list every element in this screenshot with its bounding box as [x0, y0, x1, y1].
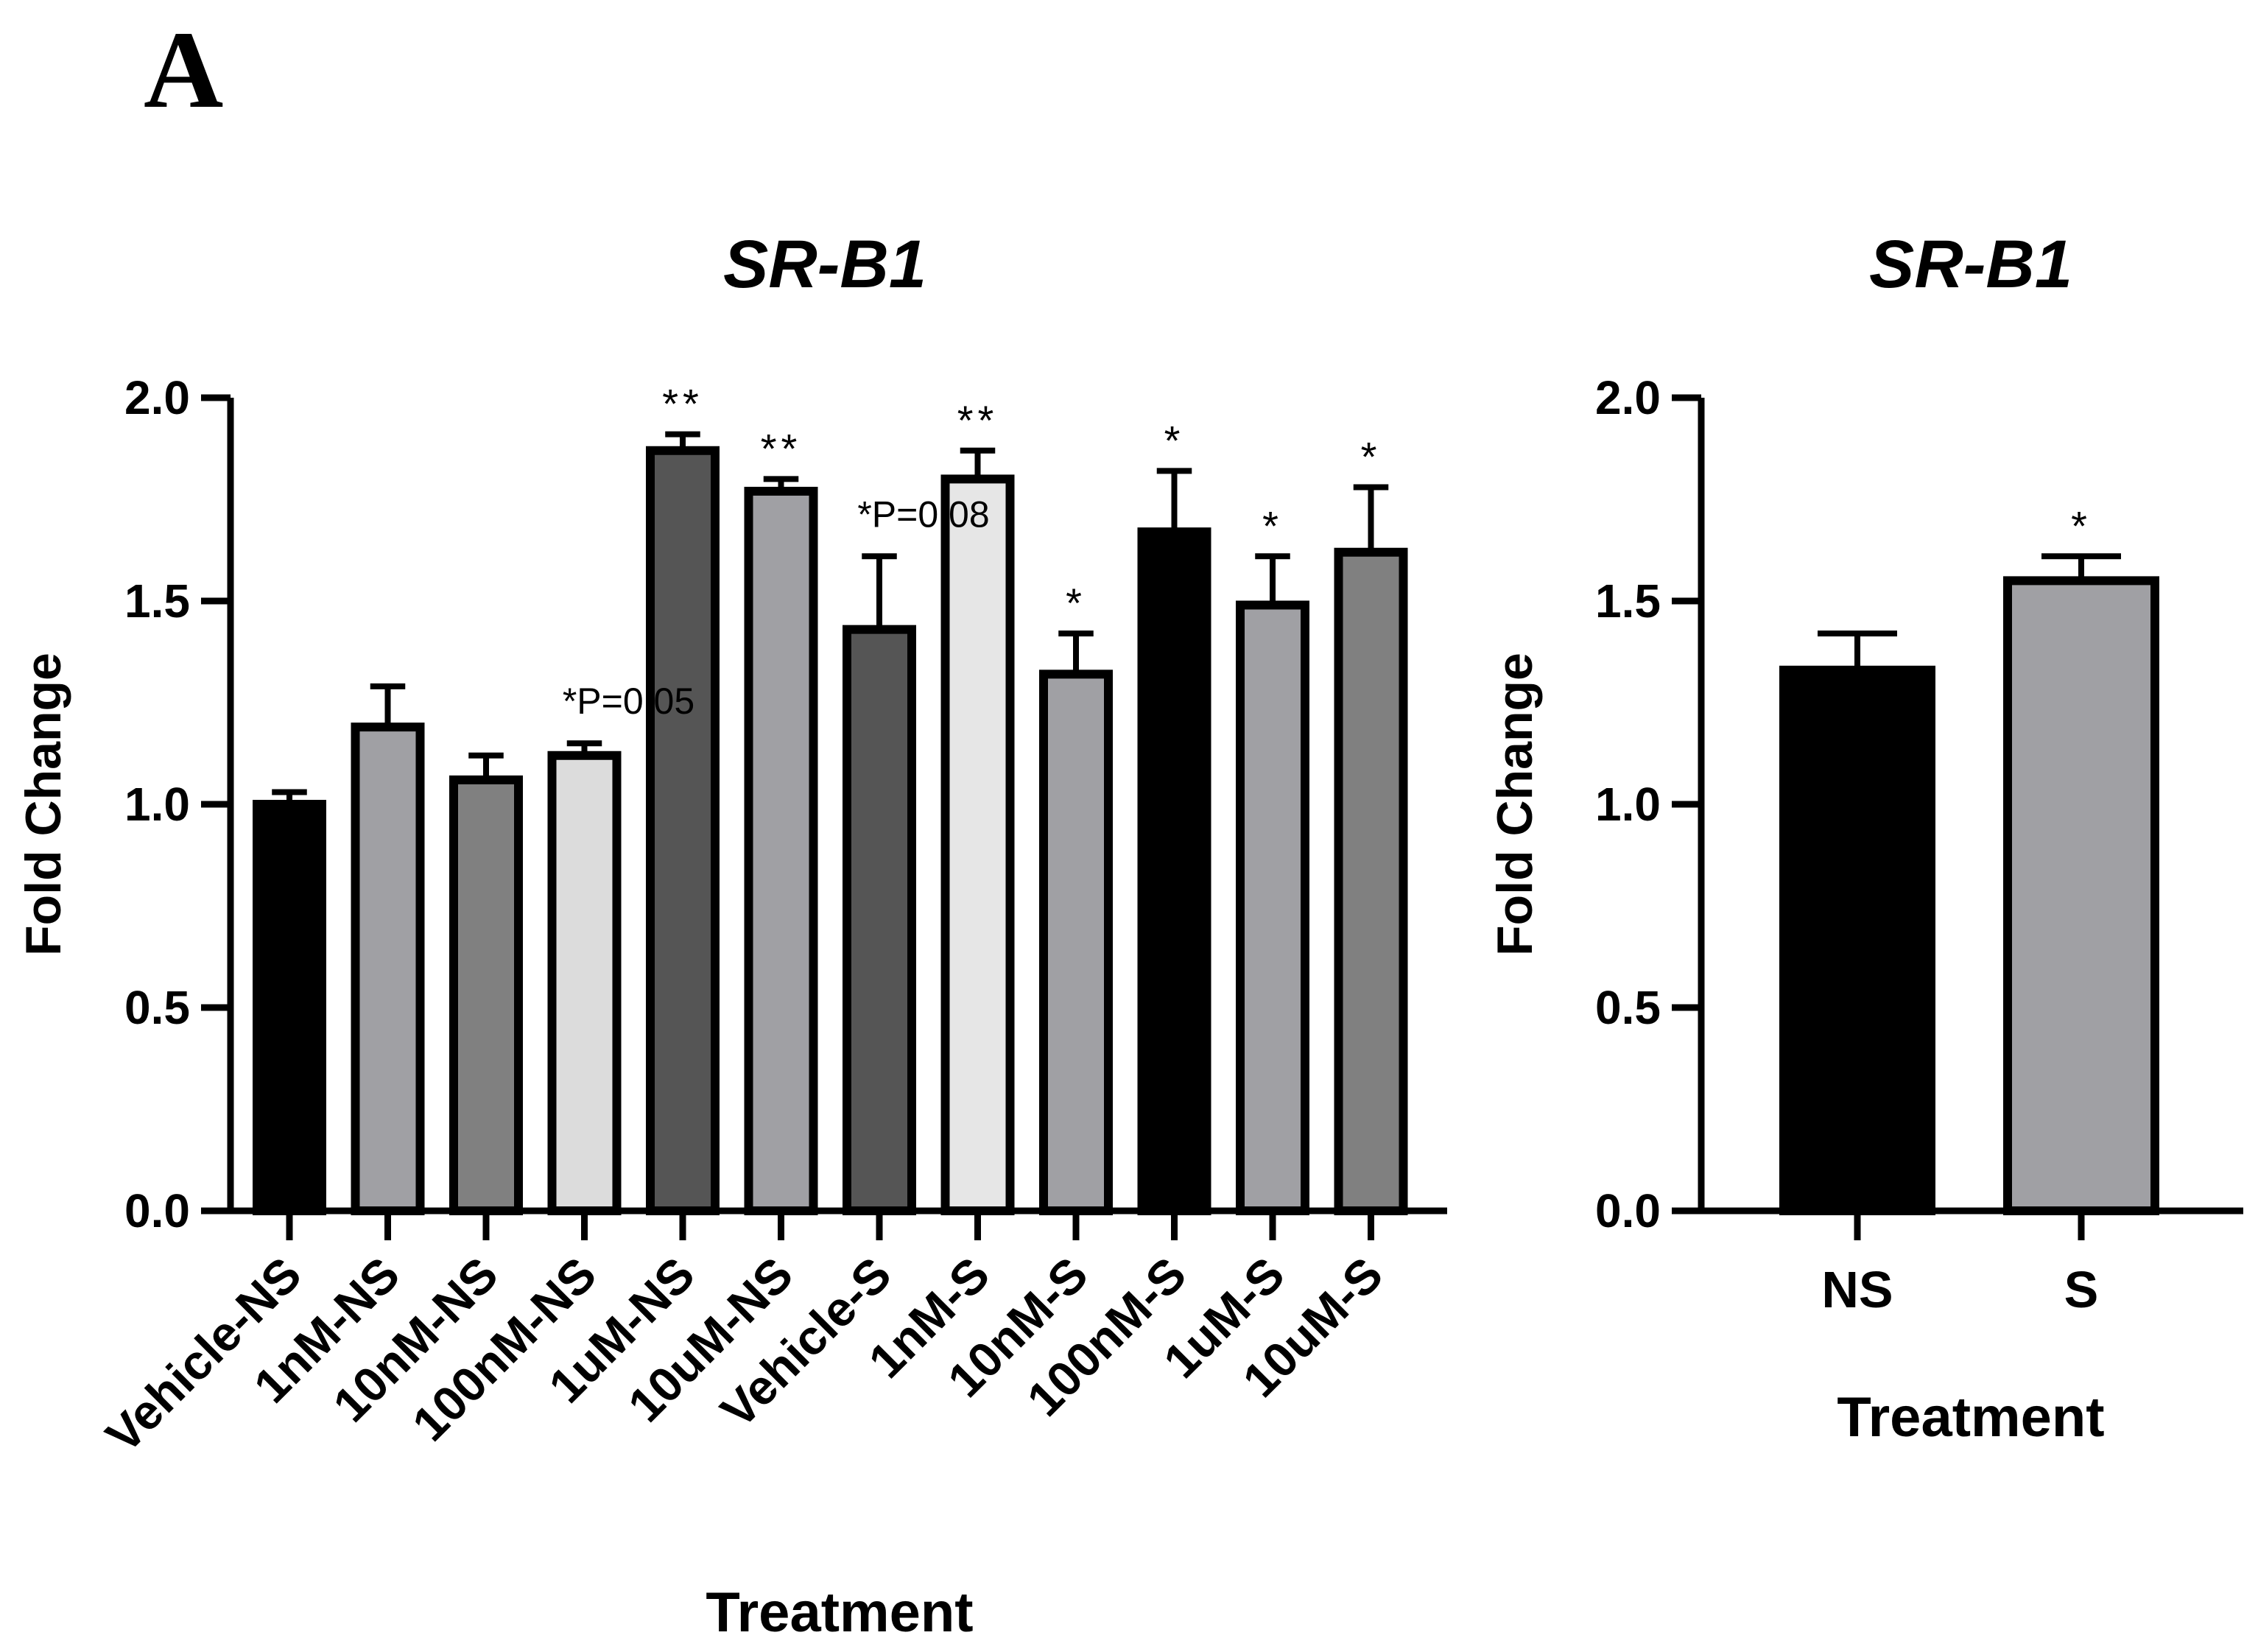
- significance-marker: *: [1262, 502, 1283, 549]
- category-label: NS: [1821, 1261, 1893, 1318]
- bar-1nm-s: [940, 474, 1015, 1215]
- y-tick-label: 0.5: [1595, 981, 1661, 1034]
- bar-s: [2003, 576, 2159, 1215]
- bar-10nm-s: [1039, 669, 1113, 1215]
- bar-ns: [1779, 665, 1935, 1215]
- significance-marker: **: [662, 381, 703, 427]
- significance-marker: *: [2071, 502, 2092, 549]
- y-tick-label: 2.0: [1595, 371, 1661, 424]
- chart-right: SR-B1 Fold Change Treatment 0.0 0.5 1.0 1.5 2.0…: [1487, 227, 2243, 1449]
- x-axis-label: Treatment: [706, 1581, 973, 1644]
- y-tick-label: 1.5: [1595, 574, 1661, 628]
- annotation-text: *P=0.08: [857, 493, 989, 535]
- y-axis-label: Fold Change: [1487, 653, 1543, 956]
- bar-10um-ns: [744, 486, 818, 1215]
- bar-1um-s: [1236, 600, 1309, 1215]
- bar-10nm-ns: [449, 775, 523, 1215]
- category-label: S: [2064, 1261, 2099, 1318]
- significance-marker: *: [1361, 433, 1382, 479]
- bar-1nm-ns: [351, 723, 425, 1215]
- chart-title: SR-B1: [723, 227, 926, 302]
- chart-title: SR-B1: [1869, 227, 2072, 302]
- y-tick-label: 1.5: [124, 574, 190, 628]
- bar-vehicle-ns: [253, 800, 326, 1215]
- significance-marker: **: [761, 425, 802, 471]
- chart-left: SR-B1 Fold Change Treatment 0.0 0.5 1.0 1.5 2.0…: [15, 227, 1447, 1644]
- y-axis-label: Fold Change: [15, 653, 71, 956]
- y-tick-label: 1.0: [1595, 778, 1661, 831]
- annotation-text: *P=0.05: [563, 681, 694, 722]
- significance-marker: *: [1066, 580, 1086, 626]
- x-axis-label: Treatment: [1837, 1386, 2104, 1449]
- panel-label: A: [144, 9, 223, 131]
- y-tick-label: 2.0: [124, 371, 190, 424]
- bar-100nm-s: [1137, 527, 1211, 1215]
- significance-marker: *: [1164, 417, 1185, 463]
- bar-100nm-ns: [547, 751, 622, 1215]
- y-tick-label: 0.0: [1595, 1184, 1661, 1237]
- y-tick-label: 0.5: [124, 981, 190, 1034]
- bar-1um-ns: [646, 446, 720, 1215]
- y-tick-label: 1.0: [124, 778, 190, 831]
- y-tick-label: 0.0: [124, 1184, 190, 1237]
- significance-marker: **: [957, 397, 999, 443]
- bar-10um-s: [1334, 547, 1408, 1215]
- bar-vehicle-s: [843, 625, 916, 1215]
